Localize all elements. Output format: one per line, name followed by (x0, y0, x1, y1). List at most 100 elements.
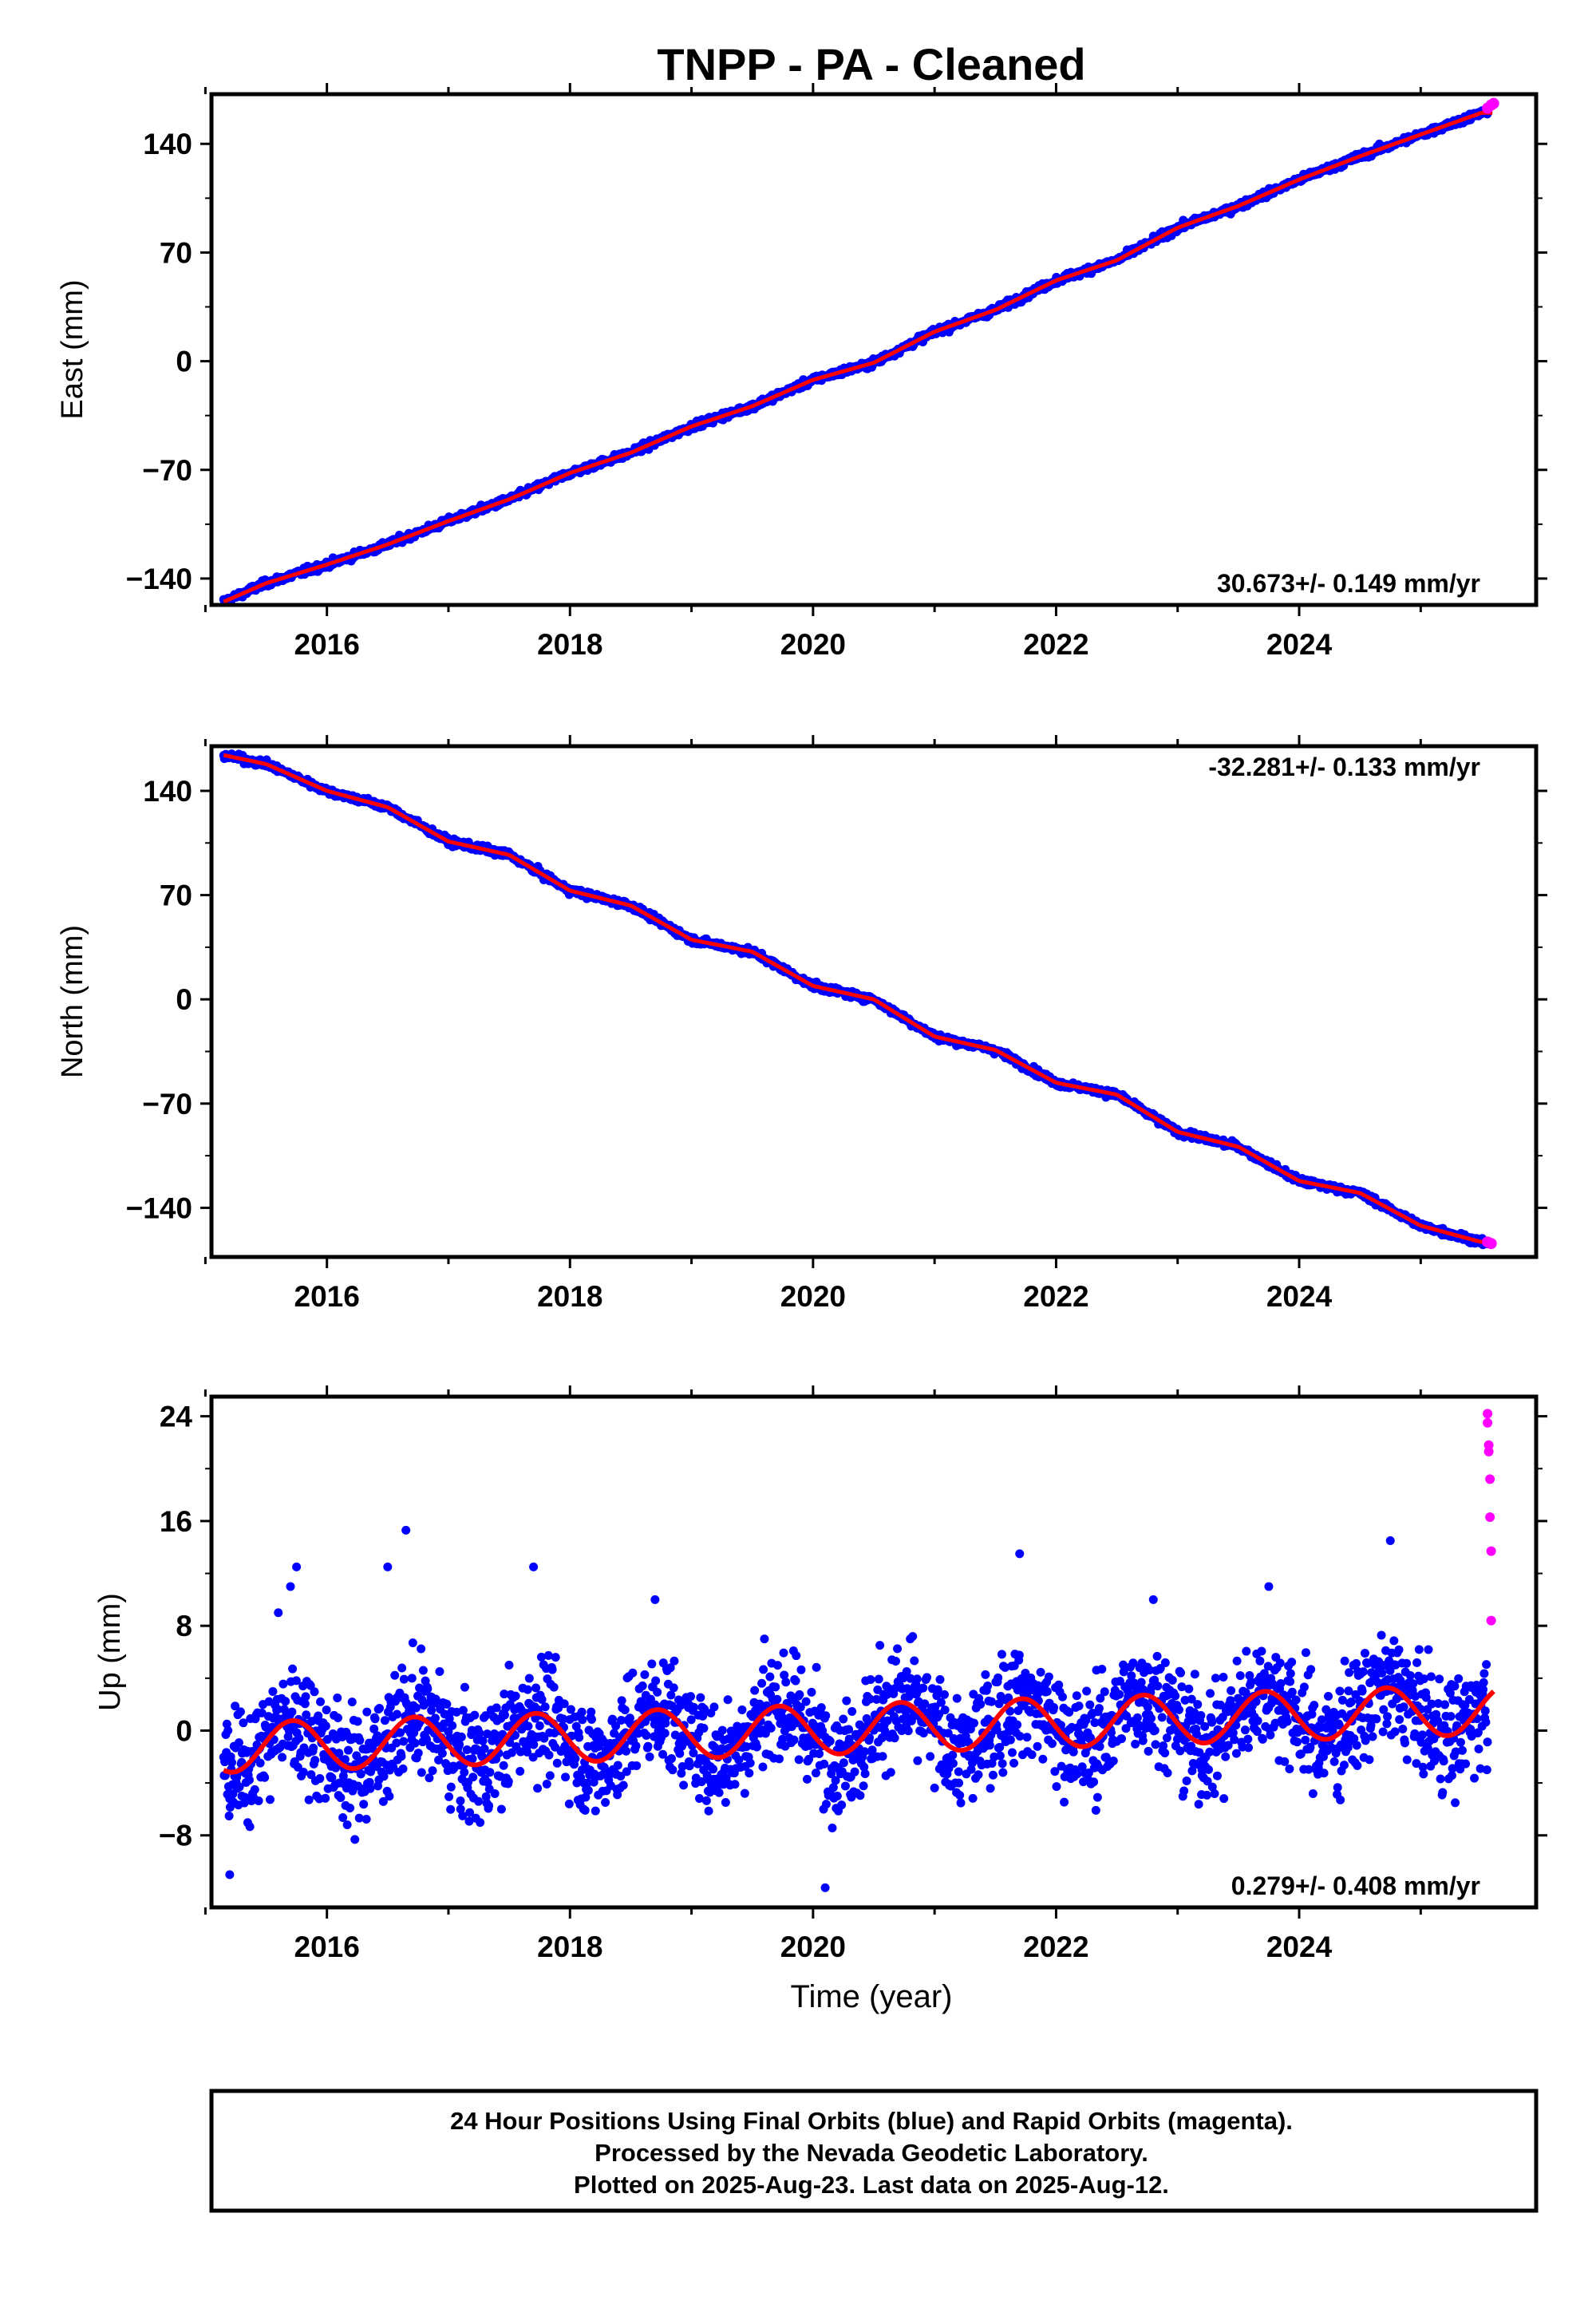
up-final-point (935, 1674, 945, 1684)
up-final-point (638, 1681, 647, 1690)
up-final-point (408, 1638, 417, 1648)
up-final-point (380, 1716, 389, 1725)
up-final-point (504, 1660, 514, 1670)
up-final-point (807, 1687, 816, 1697)
up-final-point (333, 1713, 342, 1722)
up-final-point (669, 1683, 678, 1693)
up-final-point (696, 1693, 705, 1702)
up-final-point (667, 1754, 677, 1764)
up-final-point (866, 1675, 875, 1685)
up-final-point (583, 1785, 593, 1795)
up-final-point (910, 1656, 919, 1666)
up-final-point (839, 1758, 848, 1768)
up-final-point (524, 1674, 534, 1683)
up-final-point (316, 1697, 326, 1706)
up-final-point (772, 1661, 782, 1670)
up-final-point (821, 1800, 831, 1809)
up-final-point (709, 1702, 719, 1712)
up-y-tick-label: 16 (160, 1505, 192, 1538)
up-final-point (779, 1648, 788, 1658)
up-final-point (685, 1761, 694, 1771)
up-final-point (628, 1668, 638, 1678)
up-final-point (321, 1721, 330, 1731)
up-final-point (547, 1665, 557, 1674)
north-x-tick-label: 2018 (537, 1280, 602, 1313)
up-final-point (792, 1651, 801, 1661)
east-x-tick-label: 2022 (1023, 628, 1088, 661)
east-y-tick-label: 0 (176, 346, 192, 378)
up-final-point (948, 1750, 958, 1760)
up-final-point (484, 1801, 494, 1811)
up-final-point (265, 1795, 275, 1804)
up-final-point (417, 1644, 426, 1654)
up-final-point (772, 1694, 782, 1704)
up-final-point (346, 1804, 355, 1813)
up-final-point (516, 1766, 525, 1776)
up-final-point (492, 1703, 501, 1713)
up-final-point (399, 1674, 409, 1684)
east-x-tick-label: 2016 (294, 628, 360, 661)
up-final-point (250, 1784, 259, 1794)
up-final-point (913, 1756, 922, 1765)
up-final-point (613, 1761, 622, 1770)
up-final-point (224, 1811, 234, 1820)
east-rapid-point (1487, 97, 1499, 109)
up-final-point (766, 1723, 776, 1733)
up-final-point (955, 1790, 965, 1800)
up-final-point (523, 1685, 532, 1694)
up-final-point (618, 1780, 628, 1790)
up-final-point (591, 1806, 600, 1816)
up-final-point (952, 1694, 962, 1703)
up-final-point (936, 1697, 946, 1707)
up-final-point (632, 1761, 642, 1770)
up-final-point (370, 1714, 380, 1724)
east-y-tick-label: −140 (126, 563, 192, 595)
up-final-point (580, 1805, 590, 1815)
up-final-point (310, 1687, 319, 1697)
up-final-point (874, 1674, 883, 1684)
up-final-point (601, 1798, 610, 1808)
up-final-point (825, 1737, 835, 1746)
up-final-point (577, 1707, 587, 1717)
up-final-point (704, 1806, 713, 1816)
up-final-point (499, 1761, 508, 1770)
up-final-point (796, 1665, 806, 1674)
up-final-point (847, 1707, 857, 1717)
up-final-point (918, 1683, 928, 1693)
east-rate-label: 30.673+/- 0.149 mm/yr (1217, 569, 1480, 598)
north-x-tick-label: 2020 (780, 1280, 846, 1313)
up-final-point (390, 1670, 400, 1680)
north-y-tick-label: −70 (142, 1088, 192, 1120)
up-final-point (496, 1804, 506, 1814)
up-final-point (456, 1796, 465, 1806)
up-final-point (891, 1656, 900, 1666)
up-final-point (701, 1796, 711, 1805)
up-final-point (468, 1773, 478, 1782)
up-final-point (428, 1766, 437, 1776)
north-rapid-point (1485, 1238, 1497, 1250)
up-final-point (564, 1799, 574, 1808)
up-final-point (310, 1756, 320, 1765)
up-final-point (304, 1795, 314, 1804)
up-final-point (540, 1702, 550, 1712)
up-final-point (455, 1740, 464, 1749)
up-data (219, 1409, 1496, 1892)
north-x-tick-label: 2022 (1023, 1280, 1088, 1313)
up-final-point (551, 1653, 560, 1662)
up-final-point (781, 1678, 791, 1687)
up-final-point (926, 1752, 935, 1761)
up-final-point (355, 1736, 365, 1745)
north-y-tick-label: 70 (160, 879, 192, 912)
up-final-point (717, 1725, 727, 1735)
up-x-tick-label: 2018 (537, 1931, 602, 1963)
up-final-point (679, 1780, 689, 1790)
up-final-point (474, 1796, 484, 1806)
up-final-point (504, 1777, 513, 1786)
up-final-point (343, 1745, 353, 1755)
up-final-point (757, 1678, 767, 1688)
up-final-point (227, 1757, 237, 1767)
up-final-point (859, 1781, 868, 1791)
up-final-point (278, 1753, 287, 1762)
